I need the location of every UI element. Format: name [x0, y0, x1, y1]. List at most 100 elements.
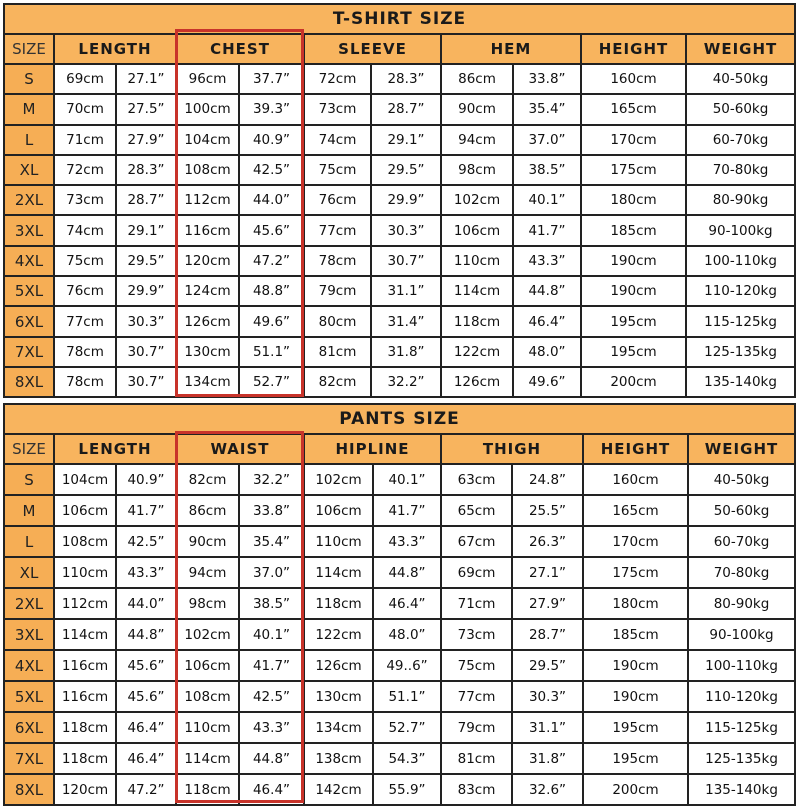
table-cell: 43.3”	[238, 711, 305, 744]
table-cell: 76cm	[303, 184, 372, 217]
table-cell: 31.8”	[511, 742, 584, 775]
table-cell: 35.4”	[238, 525, 305, 558]
size-label: 2XL	[3, 184, 55, 217]
table-cell: 106cm	[53, 494, 117, 527]
table-cell: 75cm	[440, 649, 513, 682]
size-label: L	[3, 525, 55, 558]
table-cell: 29.9”	[370, 184, 442, 217]
table-cell: 28.7”	[115, 184, 177, 217]
table-cell: 100-110kg	[684, 244, 797, 278]
table-cell: 45.6”	[115, 680, 177, 713]
table-cell: 41.7”	[115, 494, 177, 527]
table-row: 5XL 116cm 45.6” 108cm 42.5” 130cm 51.1” 77cm 30.…	[3, 680, 797, 713]
table-cell: 118cm	[303, 587, 374, 620]
table-cell: 38.5”	[512, 153, 582, 187]
table-cell: 49.6”	[512, 365, 582, 399]
table-cell: 77cm	[303, 214, 372, 247]
table-cell: 160cm	[582, 463, 689, 496]
table-cell: 42.5”	[238, 153, 305, 187]
table-cell: 72cm	[53, 153, 117, 187]
table-cell: 42.5”	[115, 525, 177, 558]
size-label: 4XL	[3, 244, 55, 278]
table-cell: 30.3”	[115, 305, 177, 338]
table-cell: 78cm	[303, 244, 372, 278]
table-cell: 46.4”	[115, 711, 177, 744]
size-label: M	[3, 494, 55, 527]
table-cell: 72cm	[303, 62, 372, 96]
table-row: 4XL 75cm 29.5” 120cm 47.2” 78cm 30.7” 110cm 43.3…	[3, 244, 797, 278]
table-cell: 29.5”	[511, 649, 584, 682]
size-label: 4XL	[3, 649, 55, 682]
table-cell: 67cm	[440, 525, 513, 558]
table-cell: 102cm	[303, 463, 374, 496]
table-cell: 79cm	[303, 275, 372, 308]
table-cell: 70cm	[53, 93, 117, 126]
table-cell: 40.9”	[115, 463, 177, 496]
table-cell: 54.3”	[372, 742, 442, 775]
size-label: 7XL	[3, 335, 55, 368]
size-label: XL	[3, 556, 55, 589]
table-cell: 110cm	[303, 525, 374, 558]
size-label: S	[3, 463, 55, 496]
table-cell: 40.9”	[238, 123, 305, 156]
table-cell: 51.1”	[372, 680, 442, 713]
table-cell: 104cm	[175, 123, 240, 156]
table-cell: 30.3”	[370, 214, 442, 247]
size-label: XL	[3, 153, 55, 187]
table-cell: 65cm	[440, 494, 513, 527]
table-cell: 138cm	[303, 742, 374, 775]
table-cell: 90cm	[440, 93, 514, 126]
table-cell: 74cm	[303, 123, 372, 156]
table-row: L 108cm 42.5” 90cm 35.4” 110cm 43.3” 67cm 26.3” 1…	[3, 525, 797, 558]
table-cell: 31.1”	[370, 275, 442, 308]
table-cell: 118cm	[53, 711, 117, 744]
table-cell: 70-80kg	[686, 556, 797, 589]
table-cell: 27.9”	[511, 587, 584, 620]
column-header-thigh: THIGH	[440, 433, 584, 465]
table-row: 7XL 118cm 46.4” 114cm 44.8” 138cm 54.3” 81cm 31.…	[3, 742, 797, 775]
table-cell: 118cm	[175, 773, 240, 806]
table-cell: 75cm	[303, 153, 372, 187]
table-cell: 170cm	[582, 525, 689, 558]
table-cell: 82cm	[175, 463, 240, 496]
table-cell: 114cm	[440, 275, 514, 308]
table-cell: 60-70kg	[684, 123, 797, 156]
size-label: L	[3, 123, 55, 156]
table-cell: 30.7”	[370, 244, 442, 278]
size-label: 8XL	[3, 773, 55, 806]
table-cell: 44.8”	[115, 618, 177, 651]
table-cell: 70-80kg	[684, 153, 797, 187]
title-row: T-SHIRT SIZE	[2, 3, 797, 35]
table-cell: 142cm	[303, 773, 374, 806]
table-cell: 33.8”	[512, 62, 582, 96]
table-cell: 45.6”	[115, 649, 177, 682]
table-cell: 42.5”	[238, 680, 305, 713]
table-cell: 115-125kg	[686, 711, 797, 744]
table-cell: 29.9”	[115, 275, 177, 308]
size-header: SIZE	[3, 33, 55, 65]
tshirt-size-table: T-SHIRT SIZE SIZE LENGTH CHEST SLEEVE HEM HEIG…	[2, 3, 797, 399]
table-cell: 80cm	[303, 305, 372, 338]
table-row: S 104cm 40.9” 82cm 32.2” 102cm 40.1” 63cm 24.8” 1…	[3, 463, 797, 496]
table-cell: 39.3”	[238, 93, 305, 126]
table-row: XL 110cm 43.3” 94cm 37.0” 114cm 44.8” 69cm 27.1”…	[3, 556, 797, 589]
table-cell: 51.1”	[238, 335, 305, 368]
table-cell: 32.2”	[238, 463, 305, 496]
column-header-hipline: HIPLINE	[303, 433, 442, 465]
table-cell: 110cm	[53, 556, 117, 589]
table-cell: 195cm	[582, 742, 689, 775]
table-cell: 135-140kg	[684, 365, 797, 399]
table-cell: 49..6”	[372, 649, 442, 682]
table-cell: 90-100kg	[686, 618, 797, 651]
table-cell: 30.7”	[115, 365, 177, 399]
column-header-length: LENGTH	[53, 433, 177, 465]
table-cell: 78cm	[53, 365, 117, 399]
table-cell: 35.4”	[512, 93, 582, 126]
table-cell: 48.0”	[512, 335, 582, 368]
table-cell: 125-135kg	[684, 335, 797, 368]
table-cell: 120cm	[175, 244, 240, 278]
table-cell: 48.8”	[238, 275, 305, 308]
table-cell: 190cm	[582, 649, 689, 682]
table-cell: 135-140kg	[686, 773, 797, 806]
table-cell: 195cm	[580, 335, 687, 368]
